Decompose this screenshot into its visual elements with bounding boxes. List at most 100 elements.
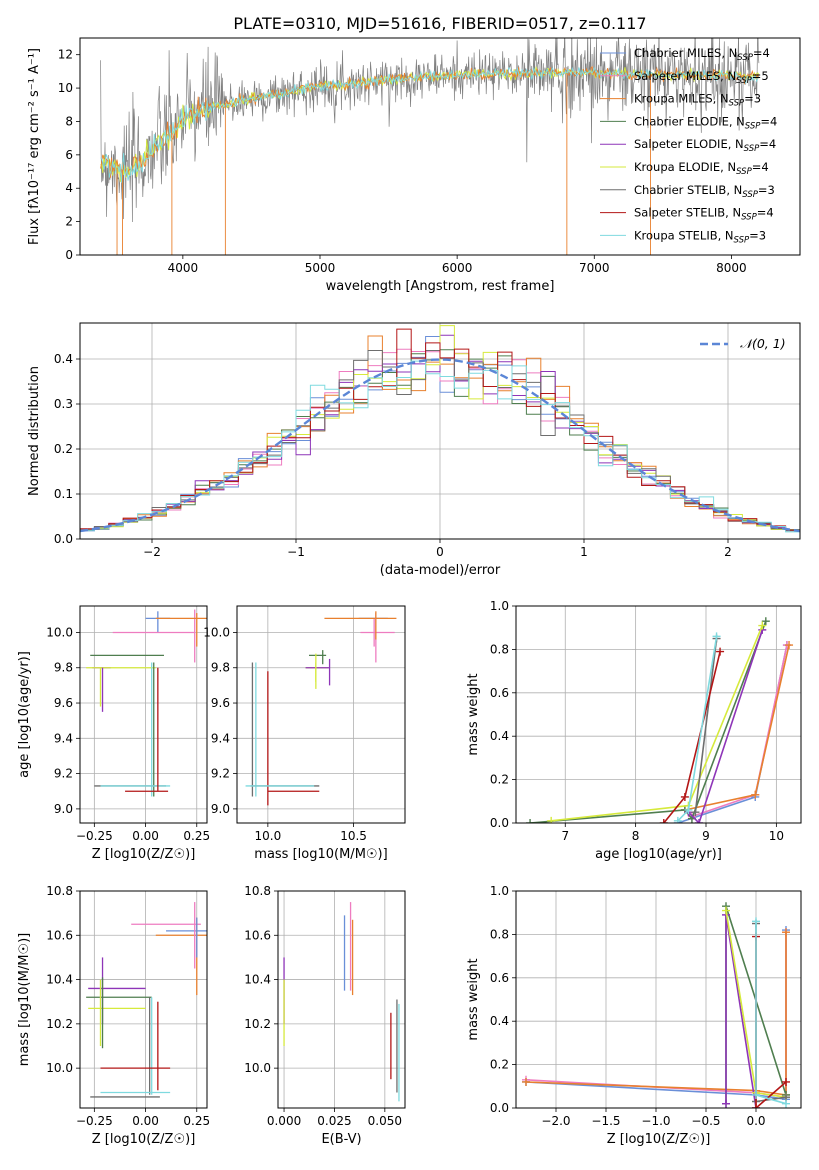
weight-marker-chabrier_stelib	[691, 808, 700, 817]
spectrum-data-line	[100, 38, 760, 223]
mass-vs-metallicity-panel: −0.25 0.00 0.25 10.0 10.2 10.4 10.6 10.8 Z [log1…	[17, 884, 210, 1147]
y-tick-label: 0.8	[490, 927, 509, 941]
x-tick-label: 8	[632, 829, 640, 843]
weight-line-chabrier_stelib	[694, 638, 718, 813]
y-tick-label: 9.0	[54, 802, 73, 816]
x-axis-label: Z [log10(Z/Z☉)]	[92, 847, 196, 862]
y-tick-label: 0.4	[490, 729, 509, 743]
y-tick-label: 9.2	[211, 767, 230, 781]
weight-marker-salpeter_stelib	[752, 1104, 760, 1108]
y-axis-label: mass weight	[466, 958, 481, 1040]
weight-marker-chabrier_elodie	[526, 819, 535, 823]
weight-marker-kroupa_miles	[782, 928, 790, 937]
y-tick-label: 0.6	[490, 971, 509, 985]
x-axis-label: Z [log10(Z/Z☉)]	[607, 1132, 711, 1147]
x-tick-label: 0	[436, 545, 444, 559]
x-tick-label: 8000	[716, 261, 747, 275]
y-tick-label: 0.3	[54, 397, 73, 411]
y-tick-label: 0.2	[54, 442, 73, 456]
x-tick-label: 4000	[168, 261, 199, 275]
y-tick-label: 10.2	[46, 1017, 73, 1031]
y-tick-label: 10.0	[244, 1061, 271, 1075]
legend-label: 𝒩(0, 1)	[740, 336, 786, 351]
y-tick-label: 8	[65, 114, 73, 128]
x-axis-label: mass [log10(M/M☉)]	[254, 847, 387, 862]
x-tick-label: 7000	[579, 261, 610, 275]
y-tick-label: 0.0	[490, 816, 509, 830]
weight-marker-kroupa_stelib	[752, 1090, 760, 1099]
y-tick-label: 10.0	[46, 625, 73, 639]
y-tick-label: 9.8	[54, 661, 73, 675]
y-tick-label: 10.2	[244, 1017, 271, 1031]
age-vs-mass-panel: 10.0 10.5 9.0 9.2 9.4 9.6 9.8 10.0 mass [log10(M…	[203, 605, 406, 862]
weight-line-salpeter_elodie	[687, 629, 764, 823]
legend-label: Kroupa ELODIE, NSSP=4	[634, 160, 769, 177]
legend-label: Chabrier MILES, NSSP=4	[634, 46, 770, 63]
spectrum-panel: 4000 5000 6000 7000 8000 0 2 4 6 8 10 12 wavelength …	[27, 37, 801, 294]
weight-marker-kroupa_stelib	[752, 917, 760, 926]
x-tick-label: 9	[702, 829, 710, 843]
y-tick-label: 1.0	[490, 599, 509, 613]
spectrum-model-line-kroupa_miles	[100, 65, 760, 178]
x-tick-label: −2	[143, 545, 161, 559]
axes-frame	[277, 890, 406, 1109]
axes-frame	[79, 322, 801, 540]
y-tick-label: 9.4	[54, 731, 73, 745]
axes-frame	[79, 605, 208, 824]
weight-marker-kroupa_stelib	[684, 805, 693, 814]
x-tick-label: 6000	[442, 261, 473, 275]
weight-marker-kroupa_stelib	[782, 1099, 790, 1108]
gaussian-curve	[80, 358, 800, 533]
axes-frame	[515, 605, 802, 824]
x-tick-label: −0.25	[76, 829, 113, 843]
axes-frame	[79, 890, 208, 1109]
mass-weight-vs-age-panel: 7 8 9 10 0.0 0.2 0.4 0.6 0.8 1.0 age [log10(age/yr…	[466, 599, 802, 862]
x-tick-label: −1.0	[641, 1114, 670, 1128]
weight-marker-kroupa_miles	[785, 641, 794, 650]
weight-marker-kroupa_elodie	[758, 621, 767, 630]
y-tick-label: 9.6	[211, 696, 230, 710]
y-tick-label: 0.4	[490, 1014, 509, 1028]
x-tick-label: 0.000	[267, 1114, 301, 1128]
axes-frame	[79, 37, 801, 256]
y-tick-label: 10.4	[244, 973, 271, 987]
x-tick-label: 0.25	[183, 1114, 210, 1128]
figure-title: PLATE=0310, MJD=51616, FIBERID=0517, z=0…	[233, 14, 646, 33]
histogram-step-salpeter_stelib	[80, 328, 800, 531]
x-axis-label: (data-model)/error	[380, 563, 501, 578]
y-axis-label: Normed distribution	[27, 366, 42, 496]
axes-frame	[515, 890, 802, 1109]
weight-line-kroupa_miles	[525, 932, 787, 1096]
weight-marker-salpeter_stelib	[716, 647, 725, 656]
y-tick-label: 9.2	[54, 767, 73, 781]
x-tick-label: −0.5	[691, 1114, 720, 1128]
mass-vs-ebv-panel: 0.000 0.025 0.050 10.0 10.2 10.4 10.6 10.8 E(B-V…	[244, 884, 406, 1147]
histogram-step-kroupa_stelib	[80, 360, 800, 533]
y-axis-label: mass weight	[466, 673, 481, 755]
legend-label: Salpeter ELODIE, NSSP=4	[634, 137, 776, 154]
y-tick-label: 10.8	[244, 884, 271, 898]
x-tick-label: −2.0	[541, 1114, 570, 1128]
residual-histogram-panel: −2 −1 0 1 2 0.0 0.1 0.2 0.3 0.4 (data-model)/error…	[27, 322, 801, 578]
weight-line-kroupa_elodie	[551, 625, 764, 822]
y-tick-label: 9.8	[211, 661, 230, 675]
legend-label: Kroupa MILES, NSSP=3	[634, 92, 761, 109]
y-tick-label: 10.0	[46, 1061, 73, 1075]
weight-marker-kroupa_stelib	[673, 816, 682, 823]
y-axis-label: Flux [fλ10⁻¹⁷ erg cm⁻² s⁻¹ A⁻¹]	[27, 48, 42, 245]
legend-label: Chabrier ELODIE, NSSP=4	[634, 114, 777, 131]
x-tick-label: 0.00	[132, 829, 159, 843]
mass-weight-vs-metallicity-panel: −2.0 −1.5 −1.0 −0.5 0.0 0.0 0.2 0.4 0.6 0.8 1.0 Z […	[466, 884, 802, 1147]
y-tick-label: 9.0	[211, 802, 230, 816]
y-tick-label: 0.2	[490, 773, 509, 787]
x-tick-label: −1.5	[591, 1114, 620, 1128]
x-tick-label: 10.5	[340, 829, 367, 843]
weight-marker-kroupa_elodie	[547, 816, 556, 823]
y-tick-label: 10.6	[244, 928, 271, 942]
y-tick-label: 0.0	[490, 1101, 509, 1115]
axes-frame	[236, 605, 406, 824]
weight-marker-kroupa_stelib	[712, 632, 721, 641]
x-tick-label: 0.00	[132, 1114, 159, 1128]
x-tick-label: 2	[724, 545, 732, 559]
